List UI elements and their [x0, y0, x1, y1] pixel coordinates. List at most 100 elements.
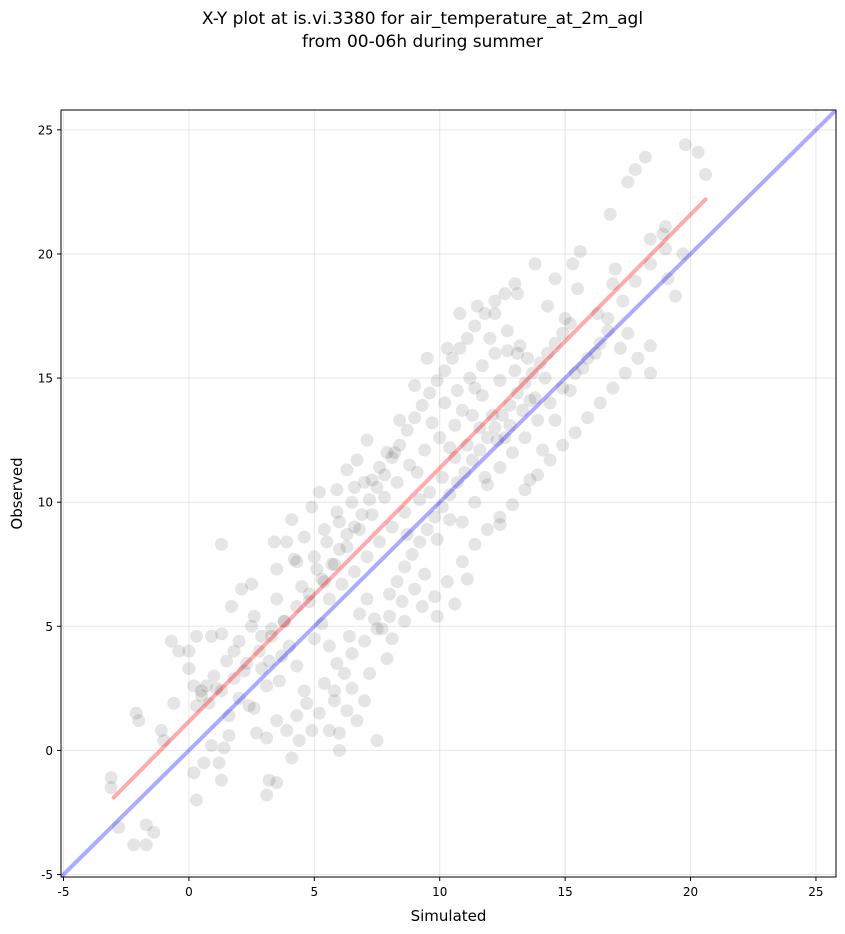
scatter-point — [385, 632, 399, 646]
scatter-point — [194, 689, 208, 703]
scatter-point — [302, 587, 316, 601]
scatter-point — [305, 724, 319, 738]
scatter-point — [488, 421, 502, 435]
scatter-point — [332, 743, 346, 757]
scatter-point — [112, 820, 126, 834]
scatter-point — [475, 359, 489, 373]
scatter-point — [307, 632, 321, 646]
x-tick-label: -5 — [58, 885, 70, 899]
scatter-point — [541, 299, 555, 313]
scatter-point — [445, 351, 459, 365]
scatter-point — [668, 289, 682, 303]
plot-frame — [60, 109, 837, 878]
scatter-point — [317, 676, 331, 690]
scatter-point — [593, 396, 607, 410]
scatter-point — [608, 262, 622, 276]
scatter-point — [523, 473, 537, 487]
scatter-point — [643, 232, 657, 246]
scatter-point — [350, 714, 364, 728]
scatter-point — [370, 622, 384, 636]
axis-ticks: -5 0 5 10 15 20 25 -5 0 5 10 15 20 25 — [38, 123, 824, 899]
scatter-point — [458, 465, 472, 479]
scatter-point — [215, 773, 229, 787]
scatter-point — [290, 599, 304, 613]
scatter-point — [418, 567, 432, 581]
points-layer — [104, 138, 713, 852]
scatter-point — [332, 515, 346, 529]
scatter-point — [548, 272, 562, 286]
scatter-point — [460, 331, 474, 345]
scatter-point — [463, 371, 477, 385]
scatter-point — [563, 316, 577, 330]
scatter-point — [332, 726, 346, 740]
scatter-point — [189, 629, 203, 643]
scatter-point — [302, 594, 316, 608]
y-tick-label: 15 — [38, 372, 53, 386]
scatter-point — [601, 324, 615, 338]
scatter-point — [643, 339, 657, 353]
scatter-point — [518, 431, 532, 445]
scatter-point — [488, 346, 502, 360]
scatter-point — [448, 418, 462, 432]
scatter-point — [277, 614, 291, 628]
scatter-point — [189, 793, 203, 807]
scatter-point — [154, 724, 168, 738]
scatter-point — [282, 639, 296, 653]
scatter-point — [383, 609, 397, 623]
scatter-point — [621, 175, 635, 189]
scatter-point — [330, 505, 344, 519]
scatter-point — [468, 319, 482, 333]
scatter-point — [480, 522, 494, 536]
scatter-point — [656, 227, 670, 241]
x-tick-label: 25 — [808, 885, 823, 899]
scatter-point — [543, 396, 557, 410]
scatter-point — [390, 575, 404, 589]
scatter-point — [347, 480, 361, 494]
scatter-point — [581, 411, 595, 425]
scatter-point — [355, 508, 369, 522]
scatter-point — [488, 294, 502, 308]
scatter-point — [460, 438, 474, 452]
scatter-point — [523, 393, 537, 407]
scatter-point — [357, 475, 371, 489]
scatter-point — [591, 307, 605, 321]
scatter-point — [480, 431, 494, 445]
scatter-point — [548, 336, 562, 350]
scatter-point — [104, 771, 118, 785]
scatter-point — [606, 381, 620, 395]
scatter-point — [182, 661, 196, 675]
scatter-point — [270, 776, 284, 790]
x-tick-label: 15 — [557, 885, 572, 899]
y-tick-label: 20 — [38, 247, 53, 261]
scatter-point — [252, 644, 266, 658]
scatter-point — [199, 679, 213, 693]
scatter-point — [280, 724, 294, 738]
scatter-point — [312, 706, 326, 720]
scatter-point — [222, 729, 236, 743]
scatter-point — [699, 168, 713, 182]
scatter-point — [255, 661, 269, 675]
scatter-point — [182, 644, 196, 658]
scatter-point — [390, 475, 404, 489]
scatter-point — [250, 726, 264, 740]
scatter-point — [581, 351, 595, 365]
scatter-point — [593, 336, 607, 350]
scatter-point — [536, 443, 550, 457]
scatter-point — [227, 671, 241, 685]
scatter-point — [643, 257, 657, 271]
scatter-point — [327, 694, 341, 708]
scatter-point — [187, 766, 201, 780]
scatter-point — [347, 520, 361, 534]
scatter-point — [352, 607, 366, 621]
scatter-point — [430, 532, 444, 546]
scatter-point — [270, 562, 284, 576]
x-tick-label: 20 — [683, 885, 698, 899]
scatter-point — [202, 696, 216, 710]
scatter-point — [139, 818, 153, 832]
scatter-point — [332, 542, 346, 556]
scatter-point — [440, 575, 454, 589]
scatter-point — [325, 557, 339, 571]
scatter-point — [395, 594, 409, 608]
scatter-point — [322, 724, 336, 738]
scatter-point — [360, 592, 374, 606]
